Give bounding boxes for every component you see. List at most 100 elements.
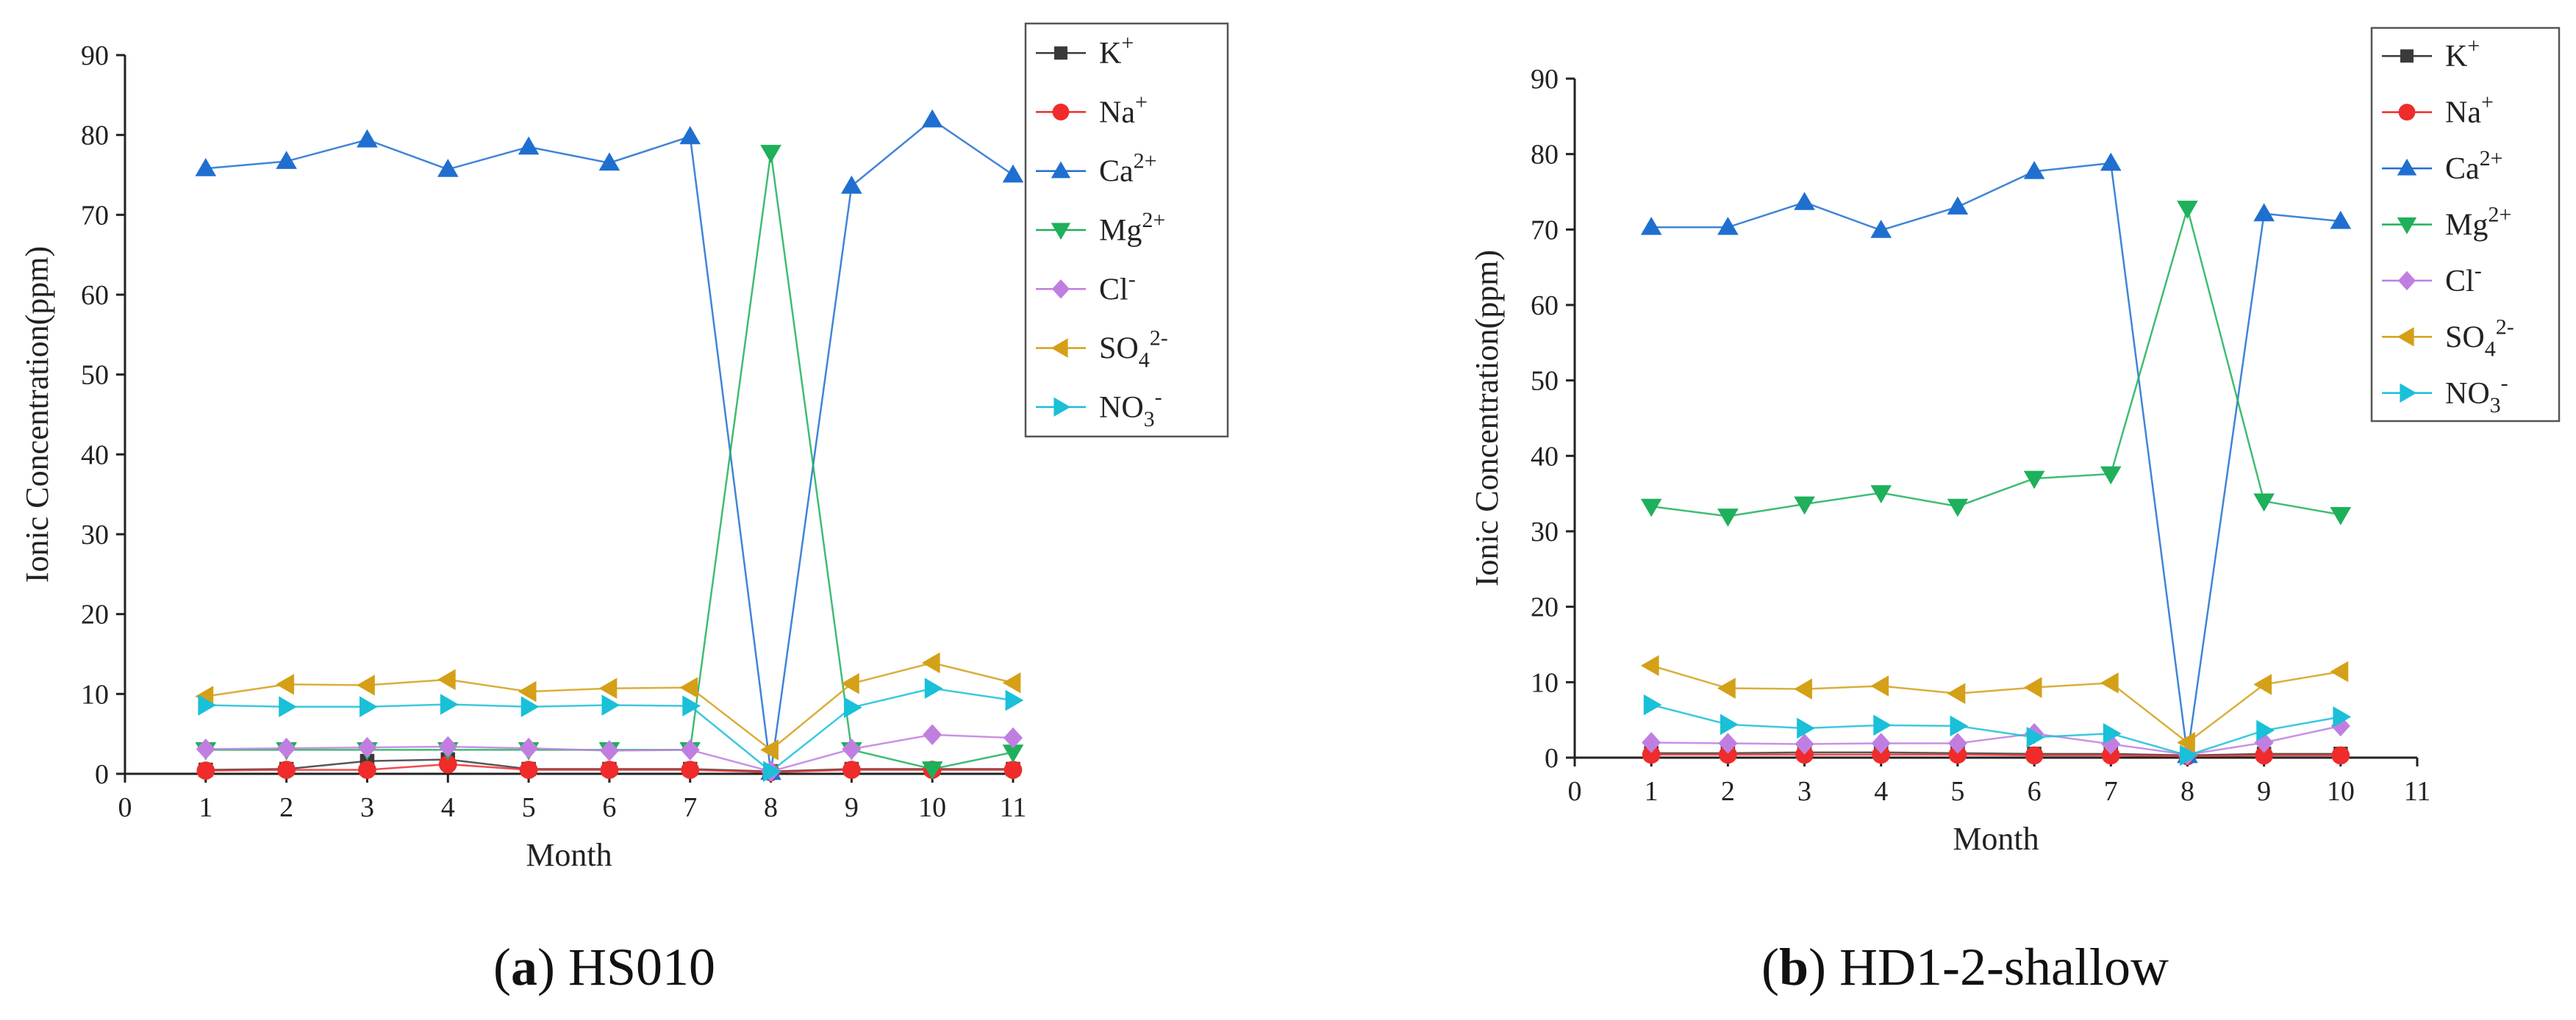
point-no3minus (1720, 714, 1739, 736)
point-mg2plus (2023, 470, 2045, 489)
y-tick-label: 90 (1531, 64, 1559, 95)
point-so42minus (1870, 675, 1889, 697)
series-line-kplus (1651, 751, 2341, 757)
legend: K+ Na+ Ca2+ Mg2+ Cl- SO42- NO3- (2370, 26, 2561, 423)
point-mg2plus (760, 145, 781, 163)
y-tick-label: 10 (1531, 667, 1559, 698)
x-tick-label: 5 (1950, 776, 1964, 807)
y-tick-label: 30 (81, 520, 109, 550)
point-so42minus (1640, 655, 1659, 677)
legend-marker-clminus (2398, 270, 2416, 291)
point-so42minus (2330, 661, 2349, 683)
x-tick-label: 9 (845, 792, 859, 823)
x-tick-label: 10 (918, 792, 946, 823)
legend-label-so42minus: SO42- (1099, 326, 1168, 373)
legend-marker-naplus (1052, 104, 1070, 121)
legend-marker-kplus (2400, 49, 2414, 63)
point-no3minus (1873, 714, 1892, 736)
series-line-ca2plus (1651, 162, 2341, 756)
legend-label-no3minus: NO3- (2445, 371, 2508, 417)
point-clminus (357, 736, 377, 758)
x-tick-label: 2 (1721, 776, 1735, 807)
point-no3minus (279, 696, 297, 718)
point-so42minus (437, 669, 456, 691)
point-ca2plus (1794, 192, 1815, 210)
point-clminus (196, 739, 215, 760)
y-tick-label: 0 (1545, 743, 1559, 774)
point-no3minus (2026, 726, 2045, 748)
series-line-clminus (1651, 725, 2341, 756)
point-clminus (1871, 733, 1891, 754)
point-naplus (2025, 746, 2044, 765)
point-clminus (923, 724, 942, 746)
series-line-no3minus (1650, 703, 2341, 757)
legend: K+ Na+ Ca2+ Mg2+ Cl- SO42- NO3- (1024, 22, 1229, 438)
point-no3minus (440, 694, 459, 715)
legend-marker-mg2plus (1051, 223, 1071, 240)
point-ca2plus (1717, 216, 1739, 235)
point-so42minus (1002, 672, 1021, 694)
point-clminus (1642, 732, 1661, 753)
x-tick-label: 9 (2257, 776, 2271, 807)
point-clminus (1003, 727, 1023, 749)
x-tick-label: 1 (198, 792, 212, 823)
point-so42minus (2023, 677, 2042, 698)
y-tick-label: 90 (81, 40, 109, 71)
point-ca2plus (1870, 220, 1892, 238)
point-mg2plus (2330, 507, 2352, 525)
y-tick-label: 20 (81, 600, 109, 631)
y-tick-label: 80 (1531, 140, 1559, 170)
point-mg2plus (1002, 744, 1024, 763)
point-no3minus (2333, 706, 2352, 728)
y-tick-label: 40 (81, 439, 109, 470)
legend-label-ca2plus: Ca2+ (2445, 146, 2503, 186)
point-naplus (196, 761, 215, 780)
point-naplus (519, 761, 538, 779)
legend-marker-ca2plus (1051, 161, 1071, 179)
point-mg2plus (921, 761, 943, 780)
x-tick-label: 8 (2180, 776, 2194, 807)
x-tick-label: 3 (360, 792, 374, 823)
point-mg2plus (1794, 496, 1815, 515)
point-naplus (1642, 745, 1661, 764)
point-mg2plus (1717, 509, 1739, 527)
point-so42minus (841, 672, 859, 694)
point-ca2plus (518, 136, 540, 155)
point-no3minus (359, 696, 378, 718)
point-ca2plus (2330, 210, 2352, 229)
y-tick-label: 80 (81, 121, 109, 151)
point-naplus (2101, 746, 2120, 765)
legend-label-mg2plus: Mg2+ (1099, 208, 1165, 248)
point-so42minus (2100, 672, 2119, 694)
point-ca2plus (1640, 216, 1662, 235)
y-tick-label: 60 (81, 280, 109, 311)
caption-b: (b) HD1-2-shallow (1761, 938, 2169, 996)
x-tick-label: 10 (2327, 776, 2355, 807)
point-naplus (1719, 745, 1737, 764)
point-so42minus (679, 677, 698, 698)
legend-marker-mg2plus (2397, 217, 2417, 234)
point-naplus (438, 755, 457, 774)
legend-marker-no3minus (2400, 383, 2417, 403)
x-tick-label: 11 (2404, 776, 2431, 807)
point-so42minus (1947, 683, 1966, 705)
point-so42minus (1794, 678, 1812, 700)
legend-marker-so42minus (1051, 338, 1068, 358)
legend-marker-no3minus (1053, 397, 1071, 417)
legend-label-mg2plus: Mg2+ (2445, 203, 2511, 243)
legend-label-naplus: Na+ (2445, 90, 2494, 130)
point-ca2plus (1002, 164, 1024, 183)
y-tick-label: 40 (1531, 441, 1559, 472)
series-line-mg2plus (1651, 204, 2341, 517)
x-tick-label: 0 (118, 792, 132, 823)
point-clminus (1947, 733, 1967, 754)
point-so42minus (921, 652, 940, 674)
point-clminus (599, 740, 619, 761)
point-mg2plus (2177, 201, 2198, 219)
y-tick-label: 0 (95, 759, 109, 790)
x-tick-label: 7 (683, 792, 697, 823)
point-ca2plus (276, 151, 297, 169)
legend-marker-naplus (2398, 104, 2416, 121)
point-naplus (2331, 746, 2350, 765)
legend-label-kplus: K+ (1099, 31, 1134, 71)
